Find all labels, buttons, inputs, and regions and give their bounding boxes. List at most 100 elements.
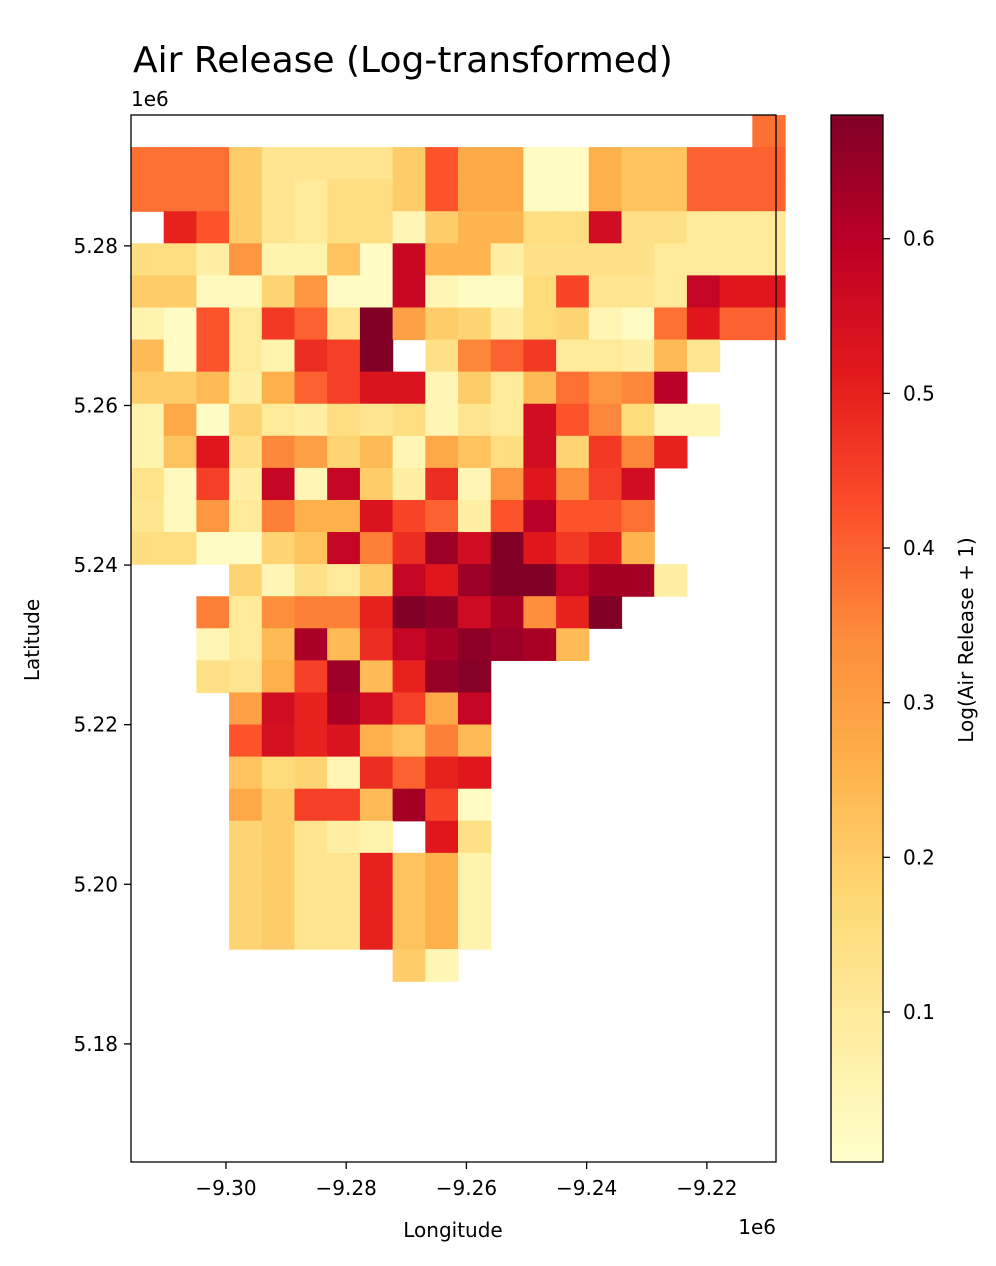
heatmap-cell bbox=[458, 179, 492, 212]
heatmap-cell bbox=[229, 532, 263, 565]
heatmap-cell bbox=[359, 660, 394, 694]
heatmap-cell bbox=[490, 179, 525, 212]
heatmap-cell bbox=[523, 179, 557, 212]
heatmap-cell bbox=[163, 339, 197, 373]
heatmap-cell bbox=[392, 467, 426, 501]
colorbar-tick-label: 0.4 bbox=[903, 536, 935, 560]
heatmap-cell bbox=[163, 403, 197, 437]
x-axis-ticks: −9.30 −9.28 −9.26 −9.24 −9.22 bbox=[195, 1162, 738, 1200]
heatmap-cell bbox=[556, 499, 590, 533]
heatmap-cell bbox=[327, 275, 361, 309]
heatmap-cell bbox=[327, 467, 361, 501]
heatmap-cell bbox=[294, 596, 328, 629]
heatmap-cell bbox=[163, 499, 197, 533]
heatmap-cell bbox=[359, 211, 394, 244]
heatmap-cell bbox=[229, 179, 263, 212]
heatmap-cell bbox=[523, 467, 557, 501]
y-tick-label: 5.28 bbox=[73, 234, 118, 258]
heatmap-cell bbox=[654, 403, 688, 437]
heatmap-cell bbox=[588, 435, 623, 469]
heatmap-cell bbox=[294, 275, 328, 309]
heatmap-cell bbox=[163, 211, 197, 244]
heatmap-cell bbox=[458, 660, 492, 694]
heatmap-cell bbox=[131, 532, 165, 565]
heatmap-cell bbox=[327, 724, 361, 758]
heatmap-cell bbox=[621, 499, 655, 533]
heatmap-cell bbox=[294, 884, 328, 918]
heatmap-cell bbox=[196, 403, 230, 437]
heatmap-cell bbox=[621, 275, 655, 309]
heatmap-cell bbox=[654, 307, 688, 341]
heatmap-cell bbox=[261, 884, 296, 918]
heatmap-cell bbox=[719, 243, 753, 276]
heatmap-cell bbox=[131, 307, 165, 341]
heatmap-cell bbox=[686, 179, 721, 212]
heatmap-cell bbox=[588, 371, 623, 405]
heatmap-cell bbox=[359, 243, 394, 276]
heatmap-cell bbox=[261, 692, 296, 726]
heatmap-cell bbox=[588, 179, 623, 212]
heatmap-cell bbox=[523, 371, 557, 405]
heatmap-cell bbox=[458, 211, 492, 244]
heatmap-cell bbox=[163, 371, 197, 405]
heatmap-cell bbox=[196, 275, 230, 309]
heatmap-cell bbox=[458, 564, 492, 597]
heatmap-cell bbox=[359, 564, 394, 597]
heatmap-cell bbox=[425, 917, 459, 950]
heatmap-cell bbox=[163, 147, 197, 180]
heatmap-cell bbox=[261, 788, 296, 822]
heatmap-cell bbox=[490, 371, 525, 405]
heatmap-cell bbox=[458, 339, 492, 373]
heatmap-cell bbox=[196, 435, 230, 469]
heatmap-cell bbox=[229, 435, 263, 469]
heatmap-cell bbox=[261, 499, 296, 533]
heatmap-cell bbox=[458, 147, 492, 180]
heatmap-cell bbox=[490, 467, 525, 501]
heatmap-cell bbox=[556, 307, 590, 341]
heatmap-cell bbox=[621, 147, 655, 180]
heatmap-cell bbox=[359, 147, 394, 180]
heatmap-cell bbox=[458, 596, 492, 629]
heatmap-cell bbox=[588, 467, 623, 501]
heatmap-cell bbox=[458, 371, 492, 405]
heatmap-cell bbox=[621, 403, 655, 437]
heatmap-cells bbox=[131, 115, 786, 982]
heatmap-cell bbox=[327, 660, 361, 694]
heatmap-cell bbox=[229, 467, 263, 501]
heatmap-cell bbox=[229, 243, 263, 276]
heatmap-cell bbox=[163, 467, 197, 501]
heatmap-cell bbox=[392, 917, 426, 950]
y-axis-label: Latitude bbox=[20, 599, 44, 681]
heatmap-cell bbox=[556, 211, 590, 244]
heatmap-cell bbox=[294, 692, 328, 726]
heatmap-cell bbox=[131, 275, 165, 309]
heatmap-cell bbox=[490, 435, 525, 469]
heatmap-cell bbox=[131, 371, 165, 405]
heatmap-cell bbox=[261, 756, 296, 790]
heatmap-cell bbox=[229, 499, 263, 533]
heatmap-cell bbox=[686, 211, 721, 244]
heatmap-cell bbox=[425, 724, 459, 758]
heatmap-cell bbox=[588, 339, 623, 373]
heatmap-cell bbox=[163, 243, 197, 276]
heatmap-cell bbox=[588, 147, 623, 180]
heatmap-cell bbox=[163, 179, 197, 212]
heatmap-cell bbox=[196, 371, 230, 405]
heatmap-cell bbox=[556, 564, 590, 597]
heatmap-cell bbox=[490, 307, 525, 341]
heatmap-cell bbox=[359, 275, 394, 309]
heatmap-cell bbox=[752, 179, 786, 212]
heatmap-cell bbox=[458, 852, 492, 886]
heatmap-cell bbox=[425, 435, 459, 469]
heatmap-cell bbox=[196, 532, 230, 565]
heatmap-cell bbox=[621, 467, 655, 501]
heatmap-cell bbox=[359, 179, 394, 212]
heatmap-cell bbox=[261, 820, 296, 854]
heatmap-cell bbox=[294, 339, 328, 373]
heatmap-cell bbox=[294, 917, 328, 950]
heatmap-cell bbox=[229, 275, 263, 309]
heatmap-cell bbox=[131, 147, 165, 180]
heatmap-cell bbox=[686, 275, 721, 309]
heatmap-cell bbox=[229, 756, 263, 790]
heatmap-cell bbox=[294, 147, 328, 180]
